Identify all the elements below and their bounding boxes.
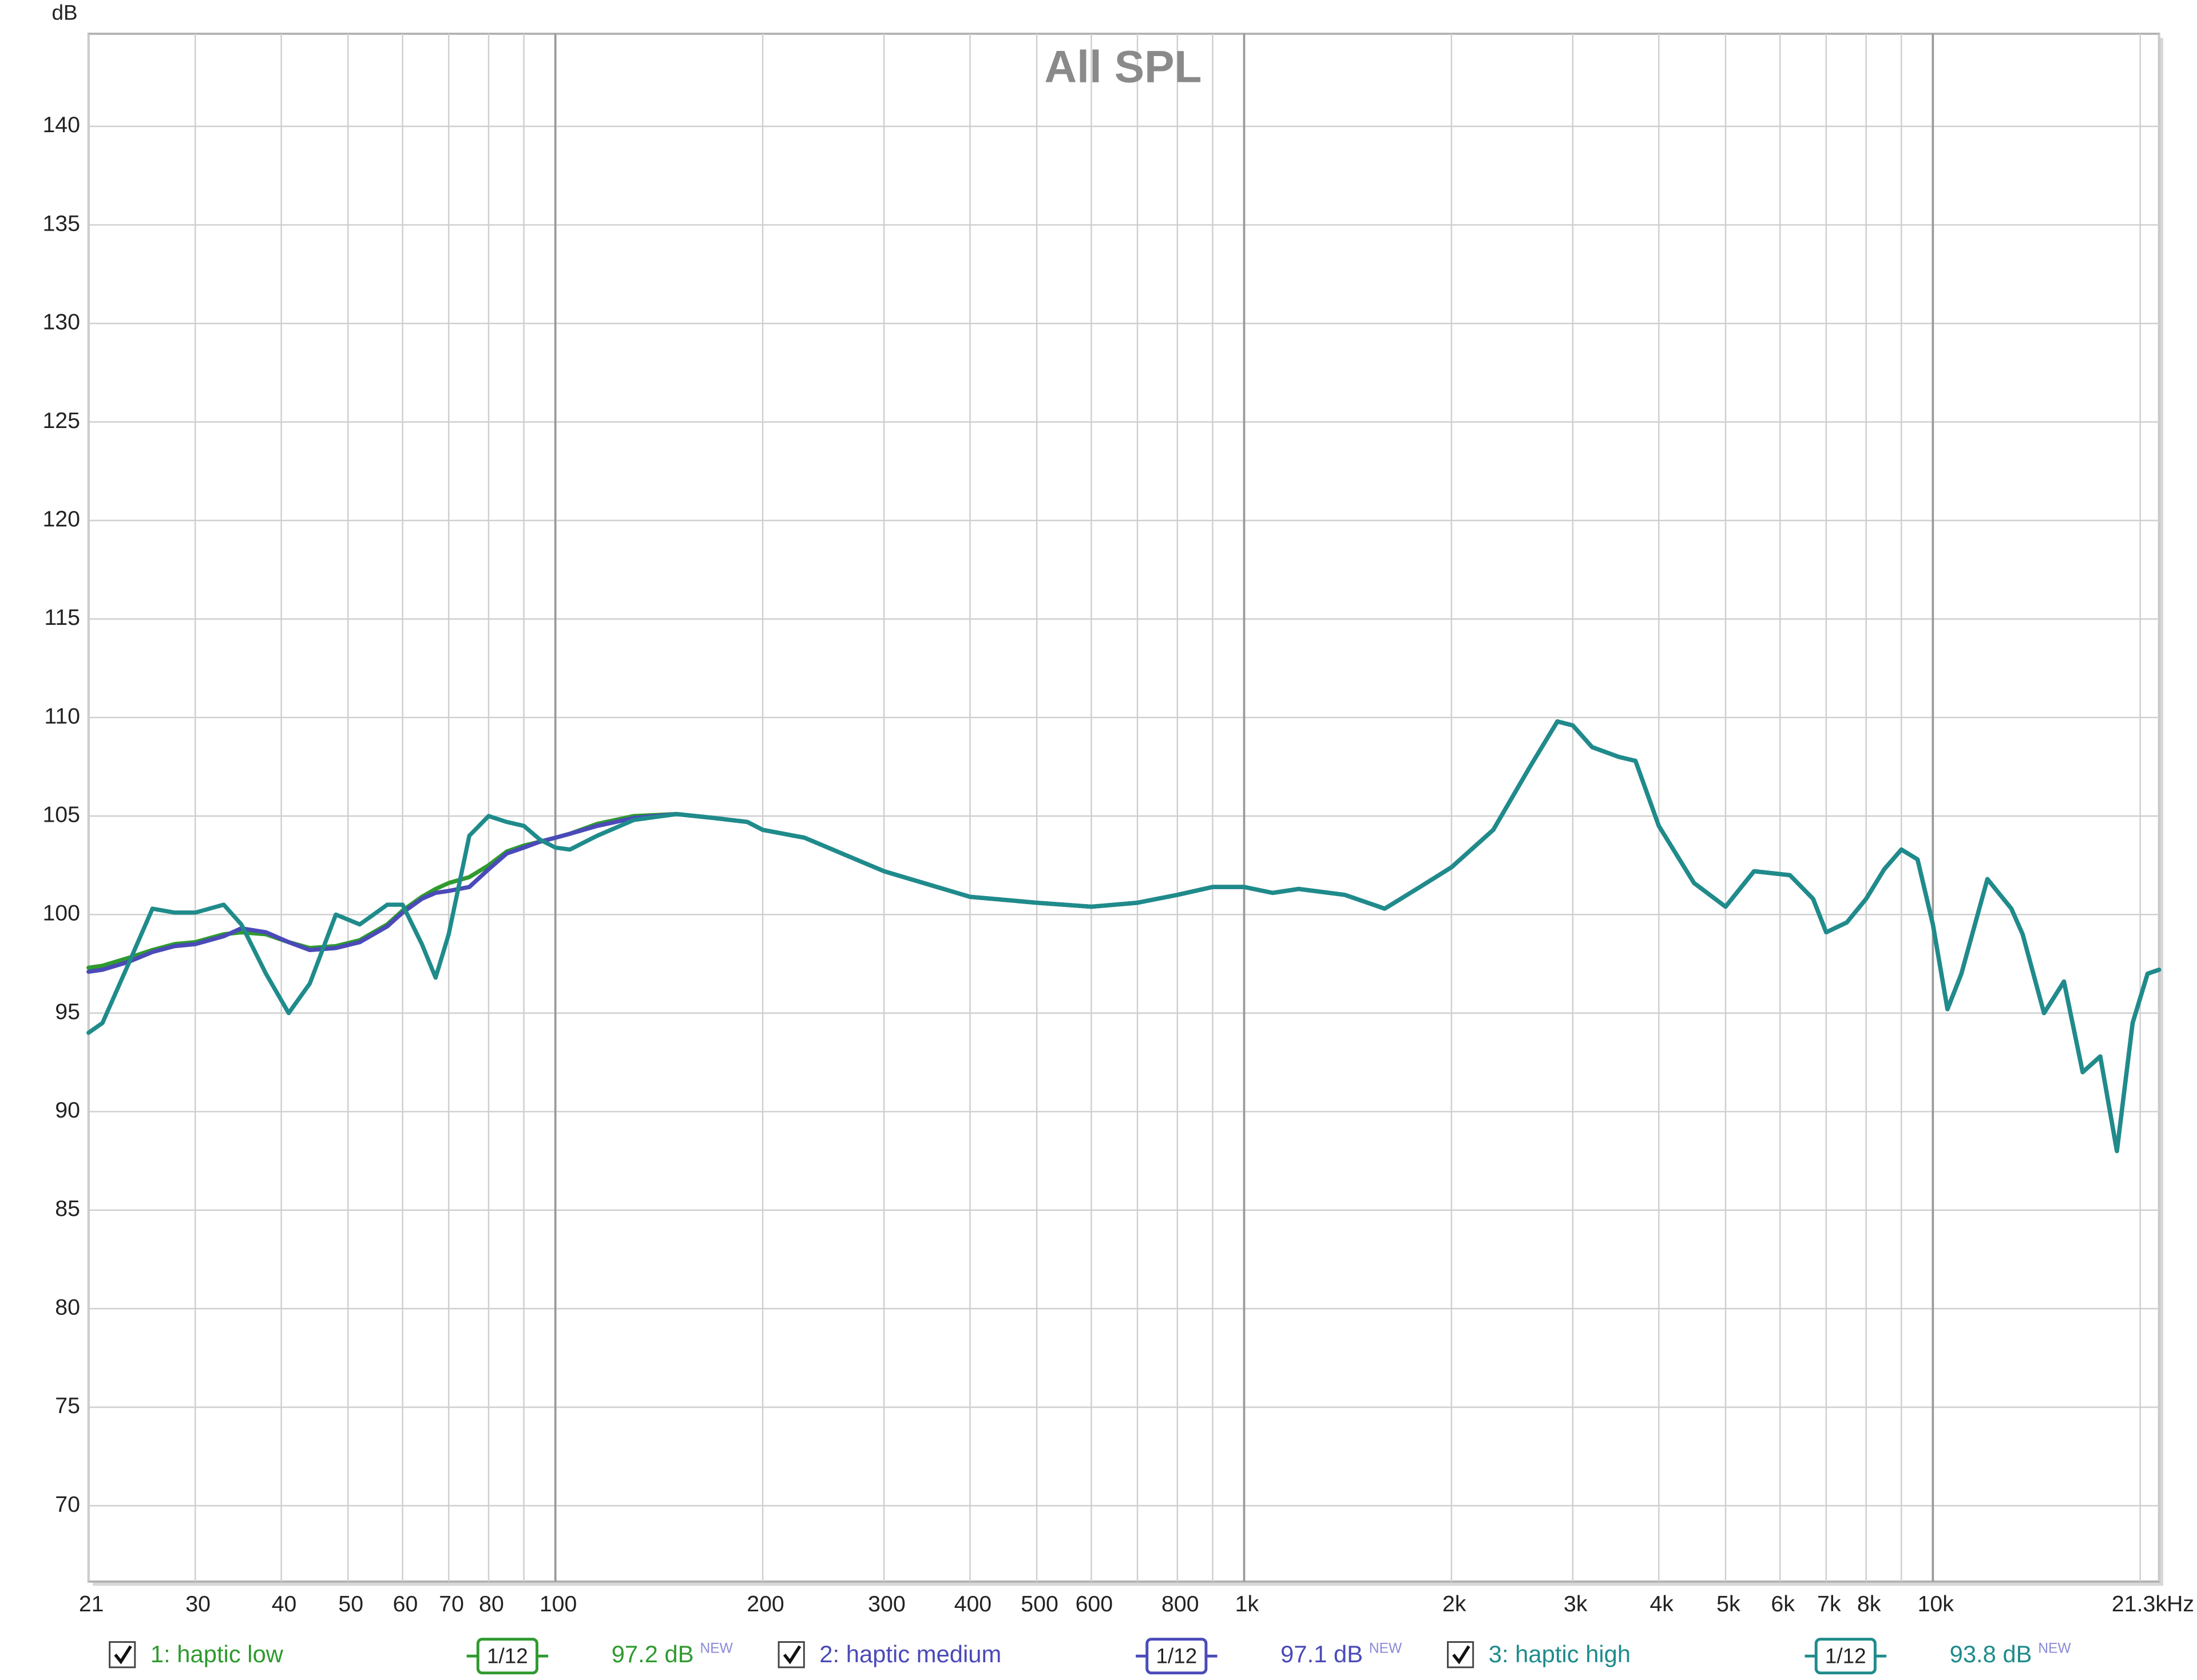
legend-name: 3: haptic high [1489,1641,1631,1667]
x-tick-label: 200 [747,1591,784,1616]
legend: 1: haptic low 1/12 97.2 dB NEW 2: haptic med… [109,1638,2071,1675]
x-tick-label: 400 [954,1591,992,1616]
labels: 70 75 80 85 90 95 100 105 110 115 120 125 130 135 140 2… [42,112,2194,1616]
x-tick-label: 3k [1564,1591,1588,1616]
y-tick-label: 100 [42,901,80,926]
x-tick-label: 1k [1235,1591,1259,1616]
y-tick-label: 85 [55,1196,80,1221]
y-tick-label: 70 [55,1492,80,1517]
x-tick-label: 100 [540,1591,577,1616]
y-tick-label: 95 [55,999,80,1024]
x-tick-label: 40 [272,1591,297,1616]
legend-check [114,1645,132,1665]
x-tick-label: 2k [1442,1591,1466,1616]
x-tick-label: 8k [1857,1591,1881,1616]
x-tick-label: 30 [185,1591,211,1616]
x-tick-label: 7k [1817,1591,1841,1616]
smoothing-box[interactable] [1145,1638,1208,1675]
x-tick-label: 21.3kHz [2112,1591,2194,1616]
x-tick-label: 70 [439,1591,464,1616]
smoothing-label: 1/12 [487,1644,528,1667]
x-tick-label: 500 [1021,1591,1058,1616]
smoothing-box[interactable] [1814,1638,1877,1675]
x-tick-label: 60 [393,1591,418,1616]
x-tick-label: 4k [1649,1591,1673,1616]
chart-title: All SPL [1044,42,1201,92]
smoothing-label: 1/12 [1825,1644,1866,1667]
legend-checkbox[interactable] [1447,1641,1474,1669]
y-tick-label: 75 [55,1393,80,1419]
legend-badge: NEW [700,1641,733,1656]
legend-check [783,1645,802,1665]
y-tick-label: 80 [55,1294,80,1320]
x-tick-label: 5k [1716,1591,1740,1616]
y-tick-label: 90 [55,1097,80,1123]
y-tick-label: 140 [42,112,80,137]
smoothing-label: 1/12 [1156,1644,1197,1667]
y-tick-label: 130 [42,310,80,335]
y-tick-label: 115 [44,605,80,630]
legend-name: 2: haptic medium [819,1641,1001,1667]
legend-checkbox[interactable] [109,1641,136,1669]
y-tick-label: 105 [42,802,80,827]
legend-item: 3: haptic high 1/12 93.8 dB NEW [1447,1638,2071,1675]
legend-level: 93.8 dB [1950,1641,2032,1667]
x-tick-label: 600 [1076,1591,1113,1616]
x-tick-label: 300 [868,1591,906,1616]
x-tick-label: 50 [338,1591,363,1616]
lines [86,719,2162,1154]
series-line [86,719,2162,1154]
x-tick-label: 21 [79,1591,104,1616]
plot-area [87,33,2160,1583]
legend-name: 1: haptic low [150,1641,284,1667]
legend-level: 97.1 dB [1280,1641,1363,1667]
y-tick-label: 120 [42,506,80,532]
y-tick-label: 125 [42,408,80,433]
y-axis-label: dB [51,1,77,24]
y-tick-label: 135 [42,211,80,236]
y-tick-label: 110 [44,703,80,728]
legend-level: 97.2 dB [612,1641,694,1667]
x-tick-label: 10k [1918,1591,1954,1616]
grid [88,34,2160,1582]
x-tick-label: 800 [1161,1591,1199,1616]
x-tick-label: 6k [1771,1591,1795,1616]
legend-badge: NEW [2038,1641,2071,1656]
legend-item: 2: haptic medium 1/12 97.1 dB NEW [778,1638,1402,1675]
legend-badge: NEW [1369,1641,1402,1656]
x-tick-label: 80 [479,1591,504,1616]
legend-checkbox[interactable] [778,1641,805,1669]
smoothing-box[interactable] [476,1638,538,1675]
legend-check [1452,1645,1470,1665]
legend-item: 1: haptic low 1/12 97.2 dB NEW [109,1638,733,1675]
